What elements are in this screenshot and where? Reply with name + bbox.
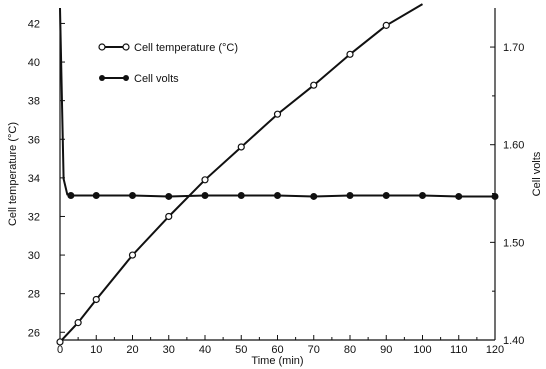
x-tick-label: 110 xyxy=(450,344,468,356)
temperature-point xyxy=(310,81,318,89)
voltage-line xyxy=(59,7,495,198)
temperature-point xyxy=(273,110,282,118)
y-left-tick-label: 34 xyxy=(28,173,40,185)
y-left-tick-label: 42 xyxy=(28,18,40,30)
voltage-point xyxy=(67,191,75,199)
temperature-point xyxy=(56,338,64,346)
voltage-point xyxy=(92,191,100,199)
y-left-tick-label: 26 xyxy=(28,327,40,339)
voltage-point xyxy=(165,192,173,200)
y-right-tick-label: 1.50 xyxy=(503,237,524,249)
series-layer xyxy=(56,3,499,346)
legend-voltage-marker xyxy=(123,75,129,81)
temperature-point xyxy=(346,50,354,58)
x-axis-label: Time (min) xyxy=(251,355,303,367)
y-left-tick-label: 38 xyxy=(28,96,40,108)
legend-voltage-label: Cell volts xyxy=(134,73,179,85)
voltage-point xyxy=(419,191,426,199)
legend-temperature-marker xyxy=(122,43,130,51)
temperature-point xyxy=(74,319,82,327)
voltage-point xyxy=(201,191,209,199)
y-left-tick-label: 36 xyxy=(28,134,40,146)
x-tick-label: 100 xyxy=(413,344,431,356)
y-right-tick-label: 1.40 xyxy=(503,335,524,347)
x-tick-label: 40 xyxy=(199,344,211,356)
legend-temperature-label: Cell temperature (°C) xyxy=(134,42,238,54)
temperature-point xyxy=(382,21,390,29)
x-tick-label: 70 xyxy=(308,344,320,356)
voltage-point xyxy=(310,192,318,200)
x-tick-label: 50 xyxy=(235,344,247,356)
temperature-point xyxy=(165,212,173,221)
voltage-point xyxy=(382,191,390,199)
y-left-tick-label: 32 xyxy=(28,211,40,223)
x-tick-label: 30 xyxy=(163,344,175,356)
temperature-point xyxy=(237,143,245,151)
y-right-tick-label: 1.70 xyxy=(503,42,524,54)
temperature-line xyxy=(59,3,424,343)
voltage-point xyxy=(455,192,463,200)
voltage-point xyxy=(237,191,245,199)
x-tick-label: 120 xyxy=(486,344,504,356)
x-tick-label: 90 xyxy=(380,344,392,356)
x-tick-label: 0 xyxy=(57,344,63,356)
temperature-point xyxy=(128,251,137,259)
voltage-point xyxy=(129,191,136,199)
x-tick-label: 10 xyxy=(90,344,102,356)
x-tick-label: 60 xyxy=(271,344,283,356)
temperature-point xyxy=(201,176,209,184)
temperature-point xyxy=(92,295,100,304)
voltage-point xyxy=(491,192,499,200)
legend-voltage-marker xyxy=(99,75,105,81)
tick-labels: 0 10 20 30 40 50 60 70 80 90 100 110 120 26 28 30 32 34 36… xyxy=(28,18,525,356)
y-left-tick-label: 30 xyxy=(28,250,40,262)
axes xyxy=(59,8,496,341)
y-axis-label-left: Cell temperature (°C) xyxy=(7,122,19,226)
x-tick-label: 80 xyxy=(344,344,356,356)
y-left-tick-label: 40 xyxy=(28,57,40,69)
y-right-tick-label: 1.60 xyxy=(503,140,524,152)
x-tick-label: 20 xyxy=(126,344,138,356)
voltage-point xyxy=(274,191,281,199)
voltage-point xyxy=(346,191,354,199)
y-axis-label-right: Cell volts xyxy=(531,151,543,196)
legend: Cell temperature (°C) Cell volts xyxy=(98,42,238,85)
y-left-tick-label: 28 xyxy=(28,289,40,301)
legend-temperature-marker xyxy=(98,43,106,51)
